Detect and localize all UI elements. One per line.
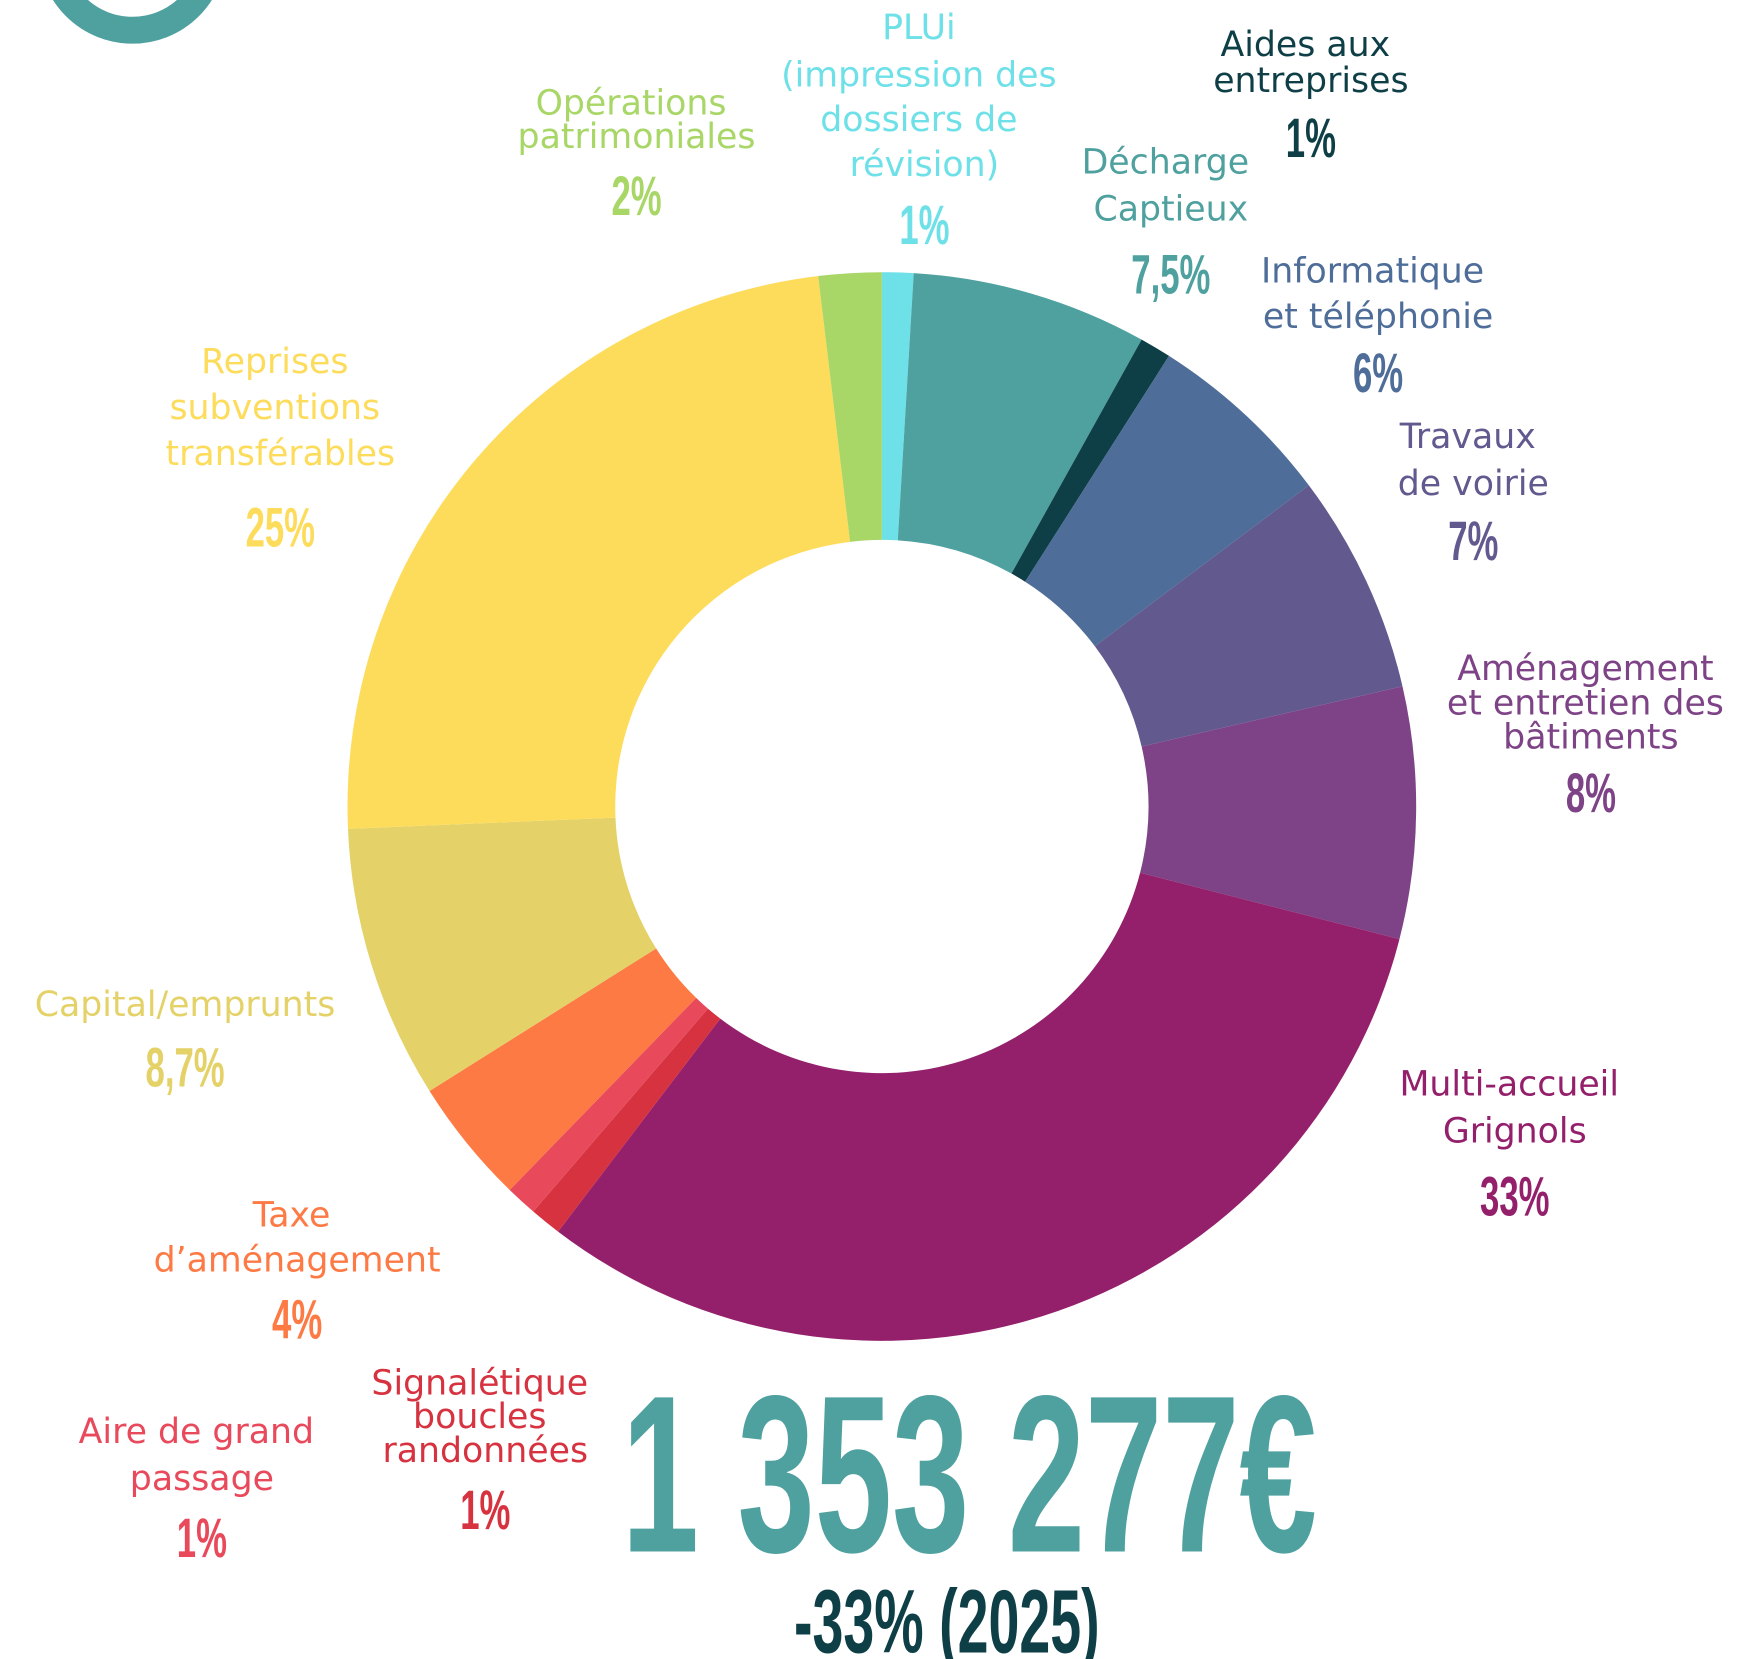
slice-label: Informatique et téléphonie bbox=[1261, 251, 1495, 337]
slice-label: PLUi (impression des dossiers de révisio… bbox=[781, 8, 1068, 185]
value-label: 2% bbox=[611, 165, 661, 228]
slice-label: Multi-accueil Grignols bbox=[1399, 1065, 1630, 1152]
slice bbox=[429, 948, 697, 1190]
slice bbox=[881, 272, 914, 541]
value-label: 1% bbox=[177, 1507, 227, 1570]
slice bbox=[1140, 686, 1417, 940]
value-label: 7,5% bbox=[1131, 243, 1210, 306]
value-label: 33% bbox=[1480, 1165, 1549, 1228]
slice-label: Aménagement et entretien des bâtiments bbox=[1447, 649, 1735, 757]
subtitle: -33% (2025) bbox=[794, 1572, 1100, 1659]
slice-label: Décharge Captieux bbox=[1082, 143, 1261, 230]
slice-label: Aides aux entreprises bbox=[1213, 25, 1408, 101]
slice bbox=[818, 272, 882, 542]
value-label: 1% bbox=[460, 1479, 510, 1542]
slice bbox=[897, 273, 1142, 574]
slice-label: Reprises subventions transférables bbox=[166, 342, 396, 474]
slice-label: Signalétique boucles randonnées bbox=[371, 1364, 599, 1471]
value-label: 6% bbox=[1353, 342, 1403, 405]
slice bbox=[533, 1008, 721, 1232]
slice-label: Aire de grand passage bbox=[79, 1412, 325, 1499]
slice-label: Travaux de voirie bbox=[1398, 417, 1549, 504]
slice bbox=[1011, 339, 1170, 582]
value-label: 1% bbox=[1286, 106, 1336, 169]
value-label: 8,7% bbox=[146, 1036, 225, 1099]
logo-ring bbox=[53, 0, 212, 44]
total: 1 353 277€ bbox=[622, 1350, 1317, 1600]
value-label: 7% bbox=[1448, 510, 1498, 573]
slice bbox=[509, 997, 708, 1212]
slice-label: Capital/emprunts bbox=[35, 985, 336, 1025]
labels: PLUi (impression des dossiers de révisio… bbox=[35, 8, 1735, 1569]
value-label: 1% bbox=[899, 194, 949, 257]
slice bbox=[347, 817, 657, 1092]
slice bbox=[558, 872, 1400, 1341]
donut bbox=[347, 272, 1417, 1341]
slice bbox=[1025, 355, 1309, 647]
slice-label: Opérations patrimoniales bbox=[518, 83, 756, 157]
slice-label: Taxe d’aménagement bbox=[154, 1196, 441, 1281]
slice bbox=[347, 276, 851, 829]
value-label: 25% bbox=[246, 496, 315, 559]
slice bbox=[1094, 485, 1403, 747]
value-label: 4% bbox=[272, 1288, 322, 1351]
value-label: 8% bbox=[1566, 762, 1616, 825]
